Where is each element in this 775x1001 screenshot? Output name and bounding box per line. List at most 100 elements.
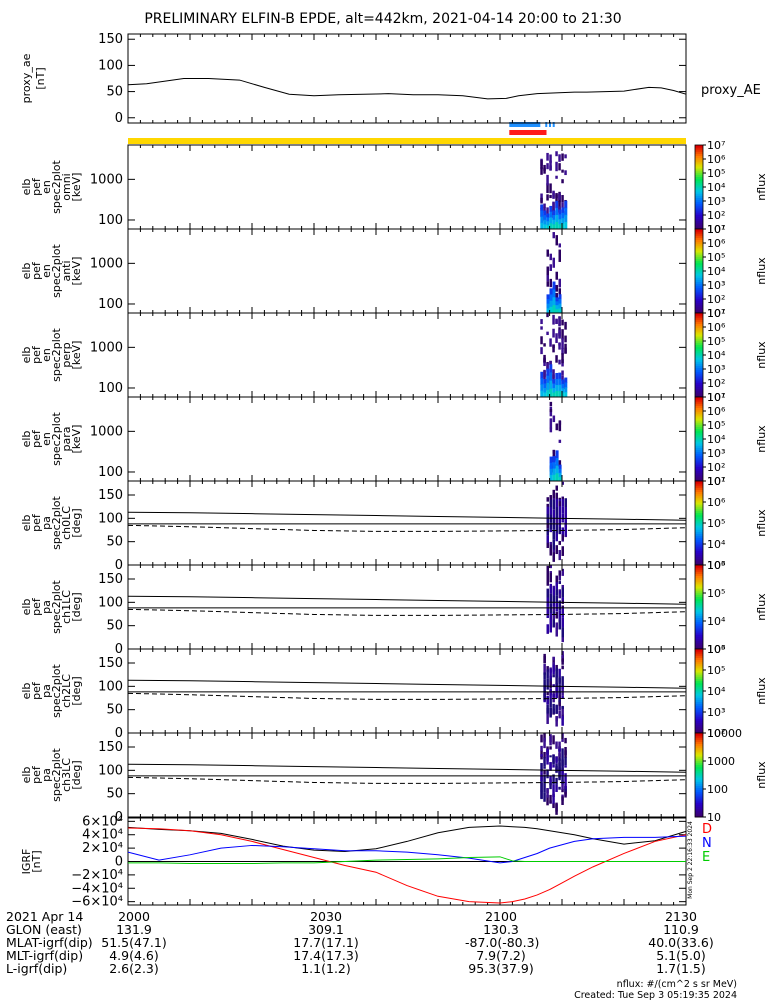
- spectrogram-pixel: [552, 328, 555, 338]
- spectrogram-pixel: [546, 695, 549, 705]
- spectrogram-pixel: [549, 474, 553, 482]
- colorbar-cell: [695, 439, 703, 442]
- spectrogram-pixel: [549, 782, 552, 790]
- spectrogram-pixel: [561, 195, 564, 203]
- colorbar-cell: [695, 705, 703, 709]
- spectrogram-pixel: [555, 319, 558, 325]
- spectrogram-pixel: [549, 306, 553, 314]
- spectrogram-pixel: [552, 784, 555, 794]
- spectrogram-pixel: [543, 700, 546, 703]
- legend-e: E: [702, 850, 710, 865]
- spectrogram-pixel: [561, 651, 564, 659]
- colorbar-cell: [695, 596, 703, 600]
- spectrogram-pixel: [561, 338, 564, 349]
- colorbar-cell: [695, 205, 703, 209]
- colorbar-cell: [695, 701, 703, 705]
- y-axis-label: pef: [30, 765, 43, 784]
- legend-n: N: [702, 836, 712, 851]
- colorbar-cell: [695, 397, 703, 400]
- spectrogram-pixel: [543, 783, 546, 793]
- spectrogram-pixel: [561, 520, 564, 523]
- spectrogram-pixel: [540, 772, 543, 782]
- spectrogram-pixel: [549, 495, 552, 501]
- spectrogram-pixel: [561, 353, 564, 364]
- colorbar-cell: [695, 642, 703, 646]
- y-axis-label: [keV]: [70, 257, 83, 286]
- spectrogram-pixel: [552, 674, 555, 678]
- spectrogram-pixel: [561, 655, 564, 662]
- y-axis-label: [keV]: [70, 173, 83, 202]
- colorbar-cell: [695, 434, 703, 438]
- colorbar-cell: [695, 409, 703, 413]
- spectrogram-pixel: [549, 338, 552, 347]
- spectrogram-pixel: [549, 160, 552, 170]
- spectrogram-pixel: [552, 656, 555, 661]
- spectrogram-pixel: [543, 757, 546, 767]
- y-tick-label: 100: [98, 213, 123, 228]
- spectrogram-pixel: [540, 763, 543, 773]
- y-tick-label: 1000: [90, 172, 123, 187]
- spectrogram-pixel: [546, 714, 549, 724]
- colorbar-cell: [695, 296, 703, 299]
- colorbar-cell: [695, 191, 703, 194]
- spectrogram-pixel: [558, 619, 561, 630]
- spectrogram-pixel: [561, 223, 565, 230]
- spectrogram-pixel: [552, 551, 555, 562]
- spectrogram-pixel: [555, 473, 559, 482]
- x-axis-value: 5.1(5.0): [656, 948, 706, 963]
- colorbar-cell: [695, 382, 703, 385]
- spectrogram-pixel: [540, 750, 543, 757]
- colorbar-cell: [695, 313, 703, 316]
- colorbar-cell: [695, 802, 703, 805]
- spectrogram-pixel: [552, 694, 555, 697]
- colorbar-cell: [695, 674, 703, 677]
- colorbar-tick-label: 10⁶: [707, 321, 726, 334]
- spectrogram-pixel: [546, 521, 549, 524]
- y-axis-label: ch0LC: [60, 506, 73, 540]
- spectrogram-pixel: [555, 524, 558, 533]
- colorbar-cell: [695, 814, 703, 818]
- spectrogram-pixel: [561, 769, 564, 778]
- colorbar-cell: [695, 812, 703, 816]
- colorbar-tick-label: 10³: [707, 363, 725, 376]
- colorbar-label: nflux: [755, 509, 768, 537]
- spectrogram-pixel: [564, 343, 567, 354]
- colorbar-cell: [695, 229, 703, 232]
- colorbar-cell: [695, 300, 703, 303]
- colorbar-cell: [695, 756, 703, 759]
- spectrogram-pixel: [558, 378, 562, 386]
- y-axis-label: elb: [20, 515, 33, 532]
- colorbar-cell: [695, 739, 703, 742]
- colorbar-cell: [695, 779, 703, 782]
- spectrogram-pixel: [552, 369, 555, 379]
- colorbar-cell: [695, 649, 703, 652]
- spectrogram-pixel: [561, 715, 564, 726]
- spectrogram-pixel: [564, 214, 568, 223]
- colorbar-cell: [695, 254, 703, 257]
- panel-energy-anti: 1000100elbpefenspec2plotanti[keV]10¹10²1…: [20, 223, 768, 320]
- colorbar-cell: [695, 804, 703, 807]
- spectrogram-pixel: [546, 249, 549, 257]
- spectrogram-pixel: [552, 774, 555, 785]
- colorbar-cell: [695, 472, 703, 476]
- spectrogram-pixel: [549, 507, 552, 515]
- spectrogram-pixel: [546, 266, 549, 276]
- spectrogram-pixel: [546, 152, 549, 161]
- spectrogram-pixel: [546, 506, 549, 514]
- science-bar-blue: [509, 122, 541, 127]
- colorbar-cell: [695, 489, 703, 492]
- spectrogram-pixel: [558, 513, 561, 521]
- y-tick-label: 1000: [90, 340, 123, 355]
- spectrogram-pixel: [555, 200, 559, 209]
- spectrogram-pixel: [540, 384, 544, 392]
- panel-proxy-ae: 150 100 50 0 proxy_ae [nT] proxy_AE: [20, 32, 761, 126]
- spectrogram-pixel: [540, 222, 544, 230]
- colorbar-cell: [695, 783, 703, 786]
- colorbar-cell: [695, 325, 703, 329]
- spectrogram-pixel: [549, 762, 552, 769]
- y-axis-label: en: [40, 264, 53, 278]
- colorbar-tick-label: 10⁶: [707, 237, 726, 250]
- colorbar-cell: [695, 388, 703, 392]
- spectrogram-pixel: [555, 622, 558, 631]
- colorbar-cell: [695, 376, 703, 379]
